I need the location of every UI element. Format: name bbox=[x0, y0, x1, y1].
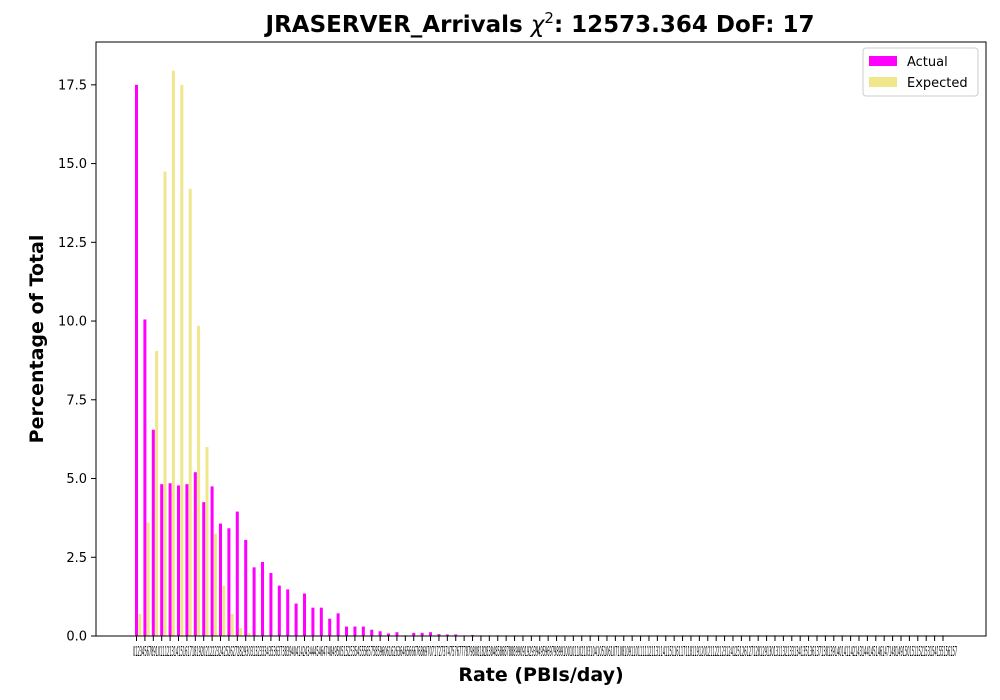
bar-actual-35 bbox=[429, 632, 433, 636]
bar-expected-11 bbox=[230, 613, 234, 636]
bar-actual-24 bbox=[336, 613, 340, 636]
bar-actual-29 bbox=[378, 631, 382, 636]
bar-expected-12 bbox=[239, 628, 243, 636]
x-axis-label: Rate (PBIs/day) bbox=[458, 664, 623, 686]
legend-label-expected: Expected bbox=[907, 76, 968, 91]
bar-actual-18 bbox=[286, 589, 290, 636]
bar-expected-13 bbox=[247, 632, 251, 636]
legend-label-actual: Actual bbox=[907, 55, 948, 70]
bar-expected-1 bbox=[146, 522, 150, 636]
plot-frame bbox=[95, 41, 987, 637]
bar-actual-8 bbox=[202, 502, 206, 636]
y-tick-label: 12.5 bbox=[58, 236, 87, 251]
bar-expected-9 bbox=[213, 533, 217, 636]
y-axis-ticks: 0.0 2.5 5.0 7.5 10.0 12.5 15.0 17.5 bbox=[58, 78, 96, 645]
bar-actual-30 bbox=[387, 633, 391, 636]
bar-actual-31 bbox=[395, 632, 399, 636]
bar-actual-17 bbox=[277, 585, 281, 636]
bar-actual-13 bbox=[244, 539, 248, 636]
y-tick-label: 15.0 bbox=[58, 157, 87, 172]
y-tick-label: 0.0 bbox=[66, 630, 87, 645]
y-tick-label: 17.5 bbox=[58, 78, 87, 93]
bar-actual-5 bbox=[177, 485, 181, 636]
bar-actual-3 bbox=[160, 484, 164, 636]
bar-expected-4 bbox=[171, 70, 175, 636]
bar-actual-6 bbox=[185, 484, 189, 636]
legend-swatch-expected bbox=[869, 77, 897, 87]
bar-expected-6 bbox=[188, 188, 192, 636]
bar-actual-16 bbox=[269, 573, 273, 636]
bar-actual-15 bbox=[261, 561, 265, 636]
x-tick-labels: 0123456789101112131415161718192021222324… bbox=[133, 645, 957, 660]
bar-actual-28 bbox=[370, 629, 374, 636]
bar-actual-33 bbox=[412, 632, 416, 636]
bar-actual-37 bbox=[445, 634, 449, 636]
bar-actual-11 bbox=[227, 528, 231, 636]
bar-expected-0 bbox=[138, 613, 142, 636]
bar-actual-26 bbox=[353, 626, 357, 636]
bar-actual-20 bbox=[303, 593, 307, 636]
bar-expected-10 bbox=[222, 585, 226, 636]
y-axis-label: Percentage of Total bbox=[26, 235, 48, 444]
legend: Actual Expected bbox=[862, 47, 979, 97]
bar-expected-2 bbox=[155, 350, 159, 636]
y-tick-label: 7.5 bbox=[66, 393, 87, 408]
title-sup: 2 bbox=[544, 9, 554, 27]
bar-actual-1 bbox=[143, 319, 147, 636]
title-main: JRASERVER_Arrivals bbox=[264, 12, 531, 38]
title-chi: χ bbox=[529, 12, 546, 38]
title-rest: : 12573.364 DoF: 17 bbox=[554, 12, 815, 38]
bar-actual-2 bbox=[151, 429, 155, 636]
bar-expected-8 bbox=[205, 447, 209, 636]
bar-actual-23 bbox=[328, 618, 332, 636]
bar-actual-14 bbox=[252, 567, 256, 636]
bar-expected-5 bbox=[180, 84, 184, 636]
chart-title: JRASERVER_Arrivals χ2: 12573.364 DoF: 17 bbox=[264, 9, 815, 38]
bar-actual-36 bbox=[437, 634, 441, 636]
bar-actual-19 bbox=[294, 603, 298, 636]
bar-actual-0 bbox=[135, 84, 138, 636]
bar-actual-34 bbox=[420, 632, 424, 636]
bar-actual-21 bbox=[311, 607, 315, 636]
bar-actual-7 bbox=[193, 472, 197, 636]
y-tick-label: 10.0 bbox=[58, 315, 87, 330]
bars-layer bbox=[135, 70, 945, 636]
bar-actual-22 bbox=[319, 607, 323, 636]
bar-actual-25 bbox=[345, 626, 349, 636]
bar-expected-7 bbox=[197, 325, 201, 636]
bar-actual-9 bbox=[210, 486, 214, 636]
y-tick-label: 2.5 bbox=[66, 551, 87, 566]
bar-actual-27 bbox=[361, 626, 365, 636]
bar-actual-38 bbox=[454, 634, 458, 636]
bar-actual-4 bbox=[168, 483, 172, 636]
bar-actual-12 bbox=[235, 511, 239, 636]
bar-expected-3 bbox=[163, 171, 167, 636]
legend-swatch-actual bbox=[869, 56, 897, 66]
bar-actual-10 bbox=[219, 523, 223, 636]
x-axis-ticks: 0123456789101112131415161718192021222324… bbox=[133, 636, 957, 660]
y-tick-label: 5.0 bbox=[66, 472, 87, 487]
